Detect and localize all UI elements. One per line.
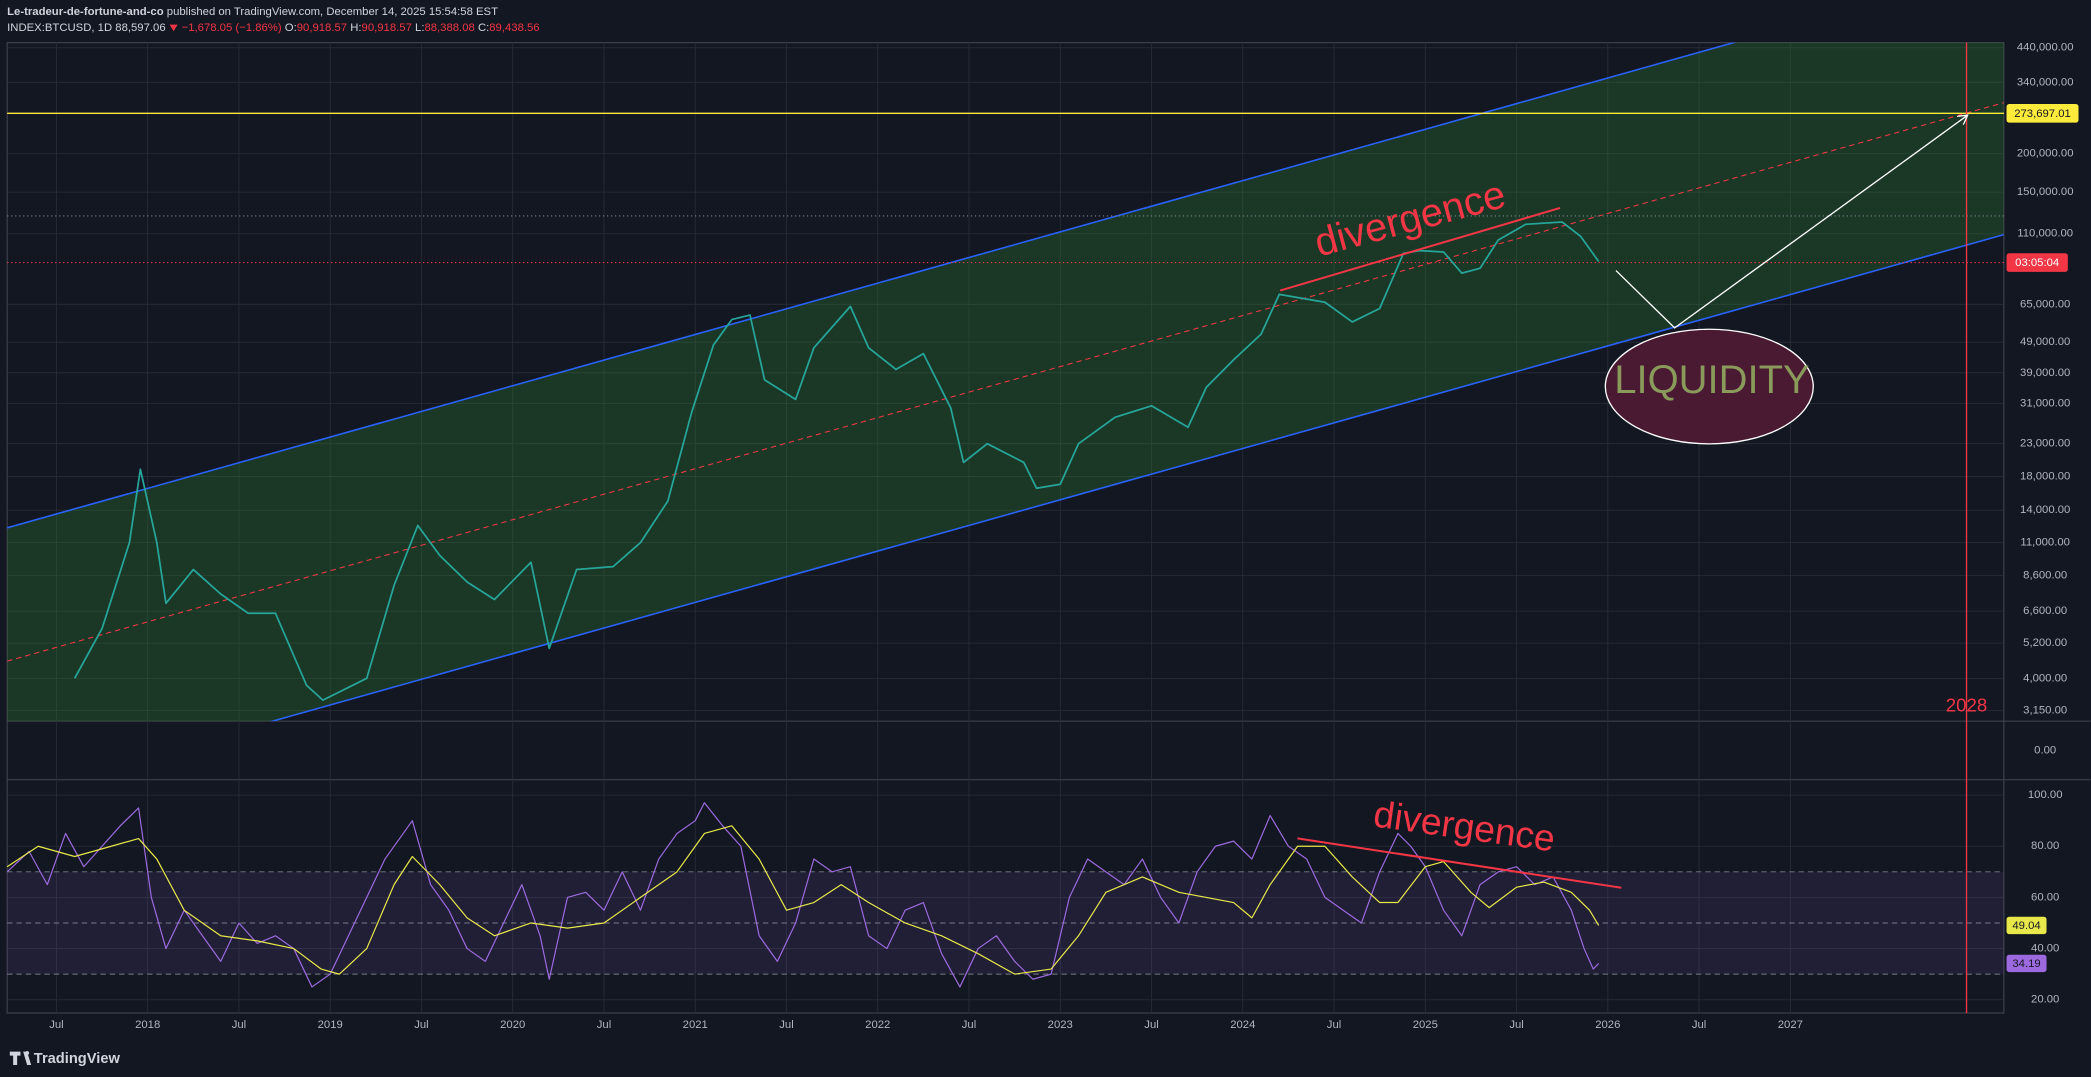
y-tick-label: 60.00 [2031, 891, 2059, 903]
high-label: H: [350, 22, 361, 34]
change: −1,678.05 (−1.86%) [182, 22, 282, 34]
y-tick-label: 80.00 [2031, 840, 2059, 852]
rsi-divergence-line [1297, 837, 1622, 889]
x-tick-label: 2018 [135, 1019, 160, 1031]
brand: TradingView [34, 1051, 121, 1067]
y-tick-label: 0.00 [2034, 744, 2056, 756]
data-layer [6, 221, 1600, 988]
open-label: O: [285, 22, 297, 34]
last-value-tag [2006, 954, 2047, 973]
x-tick-label: 2025 [1413, 1019, 1438, 1031]
y-tick-label: 8,600.00 [2023, 570, 2067, 582]
y-tick-label: 150,000.00 [2017, 186, 2074, 198]
x-tick-label: Jul [232, 1019, 246, 1031]
y-tick-label: 3,150.00 [2023, 704, 2067, 716]
divergence-line [1279, 206, 1561, 292]
countdown-tag [2006, 253, 2068, 272]
x-tick-label: 2019 [318, 1019, 343, 1031]
x-tick-label: 2022 [865, 1019, 890, 1031]
x-tick-label: Jul [414, 1019, 428, 1031]
close: 89,438.56 [489, 22, 539, 34]
x-tick-label: Jul [1144, 1019, 1158, 1031]
countdown: 03:05:04 [2015, 257, 2059, 269]
y-tick-label: 6,600.00 [2023, 605, 2067, 617]
x-tick-label: Jul [962, 1019, 976, 1031]
y-tick-label: 4,000.00 [2023, 672, 2067, 684]
y-tick-label: 49,000.00 [2020, 336, 2070, 348]
target-price: 273,697.01 [2014, 108, 2071, 120]
y-tick-label: 39,000.00 [2020, 367, 2070, 379]
target-tag [2006, 103, 2079, 123]
channel [7, 42, 2004, 722]
down-arrow-icon [169, 24, 178, 32]
series-line [6, 825, 1600, 975]
x-tick-label: 2020 [500, 1019, 525, 1031]
x-tick-label: Jul [1692, 1019, 1706, 1031]
brand-logo [9, 1051, 32, 1066]
y-tick-label: 5,200.00 [2023, 637, 2067, 649]
x-tick-label: 2026 [1595, 1019, 1620, 1031]
channel-upper [7, 42, 1737, 529]
y-tick-label: 40.00 [2031, 943, 2059, 955]
y-tick-label: 340,000.00 [2017, 76, 2074, 88]
x-tick-label: Jul [1509, 1019, 1523, 1031]
channel-lower [269, 233, 2004, 722]
symbol-line: INDEX:BTCUSD, 1D 88,597.06 −1,678.05 (−1.… [7, 22, 539, 34]
year-marker: 2028 [1946, 694, 1988, 715]
x-tick-label: 2023 [1048, 1019, 1073, 1031]
y-tick-label: 20.00 [2031, 994, 2059, 1006]
author: Le-tradeur-de-fortune-and-co [7, 6, 164, 18]
y-tick-label: 18,000.00 [2020, 471, 2070, 483]
close-label: C: [478, 22, 489, 34]
symbol: INDEX:BTCUSD, 1D [7, 22, 112, 34]
x-tick-label: 2024 [1230, 1019, 1255, 1031]
label-layer: 440,000.00 340,000.00 200,000.00 150,000.00… [49, 42, 2073, 1031]
last-value-tag [2006, 916, 2047, 935]
grid-layer [7, 42, 2004, 1014]
last-value-label: 49.04 [2012, 920, 2040, 932]
open: 90,918.57 [297, 22, 347, 34]
path-arrow [1615, 116, 1967, 329]
x-tick-label: Jul [1327, 1019, 1341, 1031]
y-tick-label: 200,000.00 [2017, 147, 2074, 159]
y-tick-label: 23,000.00 [2020, 438, 2070, 450]
liquidity-label: LIQUIDITY [1614, 358, 1809, 402]
x-tick-label: Jul [779, 1019, 793, 1031]
low-label: L: [415, 22, 424, 34]
header-line: Le-tradeur-de-fortune-and-co published o… [7, 6, 498, 18]
series-line [73, 221, 1600, 702]
x-tick-label: Jul [49, 1019, 63, 1031]
x-tick-label: 2027 [1778, 1019, 1803, 1031]
y-tick-label: 440,000.00 [2017, 42, 2074, 54]
last-price: 88,597.06 [115, 22, 165, 34]
x-tick-label: Jul [597, 1019, 611, 1031]
published: published on TradingView.com, December 1… [167, 6, 498, 18]
y-tick-label: 31,000.00 [2020, 398, 2070, 410]
low: 88,388.08 [424, 22, 474, 34]
last-value-label: 34.19 [2012, 958, 2040, 970]
high: 90,918.57 [362, 22, 412, 34]
y-tick-label: 100.00 [2028, 789, 2063, 801]
y-tick-label: 65,000.00 [2020, 298, 2070, 310]
y-tick-label: 14,000.00 [2020, 504, 2070, 516]
x-tick-label: 2021 [683, 1019, 708, 1031]
liquidity-zone [1604, 328, 1814, 445]
y-tick-label: 110,000.00 [2017, 228, 2073, 240]
y-tick-label: 11,000.00 [2020, 537, 2070, 549]
channel-mid [7, 102, 2004, 662]
series-line [6, 802, 1600, 988]
